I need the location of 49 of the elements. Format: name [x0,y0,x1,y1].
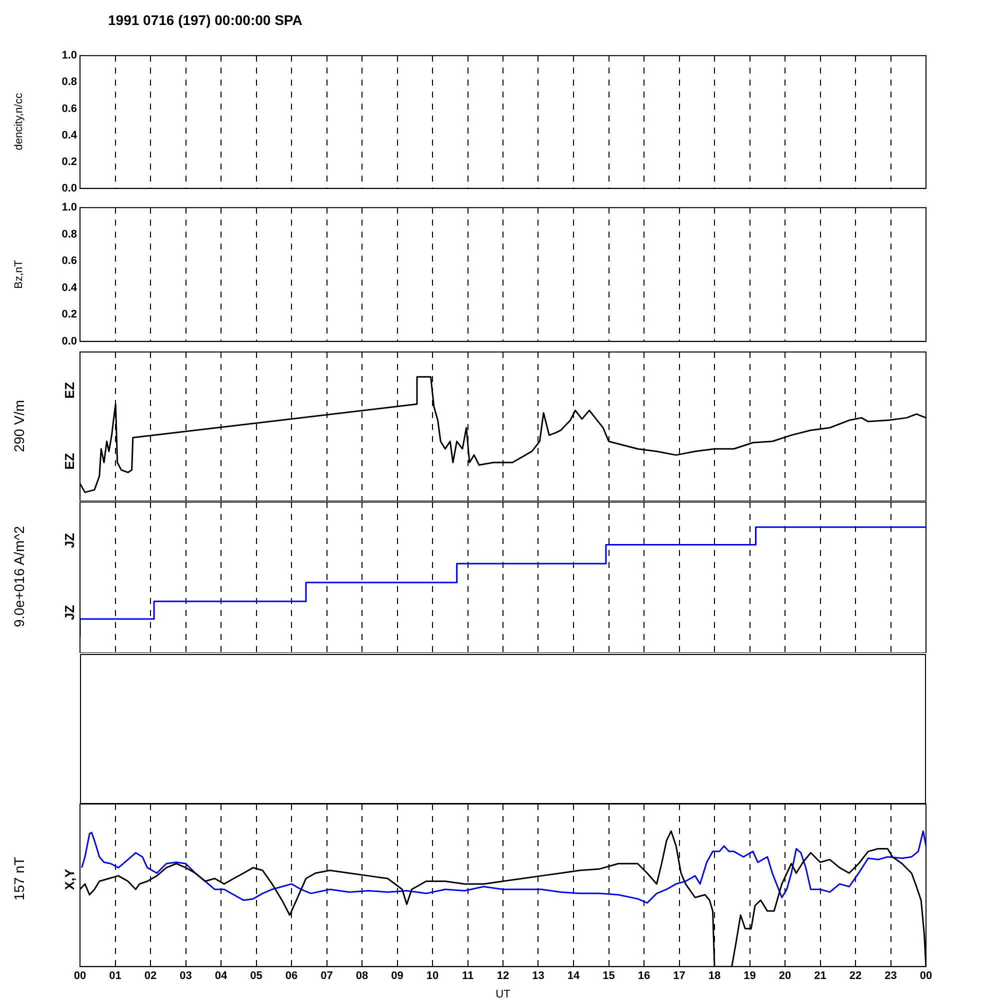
x-tick-label: 06 [285,970,298,982]
x-tick-label: 20 [778,970,792,982]
y-axis-title: 157 nT [11,857,27,901]
chart-title: 1991 0716 (197) 00:00:00 SPA [107,11,304,30]
y-tick-label: 0.2 [62,308,77,321]
x-tick-label: 13 [532,970,544,982]
x-tick-label: 12 [496,970,510,982]
x-tick-label: 00 [74,970,86,982]
y-tick-label: 0.2 [62,156,77,168]
y-axis-title: dencity,n/cc [13,93,25,151]
x-tick-label: 22 [849,970,862,982]
x-tick-label: 18 [708,970,721,982]
x-axis-title: UT [496,988,511,1000]
x-tick-label: 00 [920,970,932,982]
y-tick-label: 0.4 [62,282,78,294]
x-tick-label: 23 [884,970,897,982]
text: JZ [62,605,76,621]
x-tick-label: 14 [567,970,580,982]
x-tick-label: 07 [320,970,333,982]
text: EZ [62,382,76,399]
text: X,Y [62,868,76,890]
x-tick-label: 05 [250,970,262,982]
text: EZ [62,453,76,470]
y-tick-label: 0.8 [62,76,77,88]
x-tick-label: 11 [462,970,474,982]
y-axis-title: 9.0e+016 A/m^2 [11,526,27,628]
x-tick-label: 10 [426,970,439,982]
y-axis-title: Bz,nT [13,260,25,289]
y-tick-label: 0.4 [62,129,78,142]
text: JZ [62,533,76,549]
y-tick-label: 0.6 [62,255,77,268]
y-tick-label: 0.0 [62,335,77,348]
x-tick-label: 02 [144,970,157,982]
x-tick-label: 19 [744,970,756,982]
x-tick-label: 03 [180,970,192,982]
y-tick-label: 0.6 [62,102,77,115]
y-axis-title: 290 V/m [11,400,27,452]
x-tick-label: 04 [214,970,228,982]
x-tick-label: 21 [814,970,826,982]
x-tick-label: 15 [602,970,615,982]
y-tick-label: 0.8 [62,228,77,240]
x-tick-label: 01 [109,970,122,982]
x-tick-label: 16 [638,970,650,982]
x-tick-label: 08 [356,970,368,982]
x-tick-label: 17 [673,970,686,982]
y-tick-label: 0.0 [62,182,77,194]
y-tick-label: 1.0 [62,202,77,214]
x-tick-label: 09 [391,970,404,982]
y-tick-label: 1.0 [62,50,77,62]
